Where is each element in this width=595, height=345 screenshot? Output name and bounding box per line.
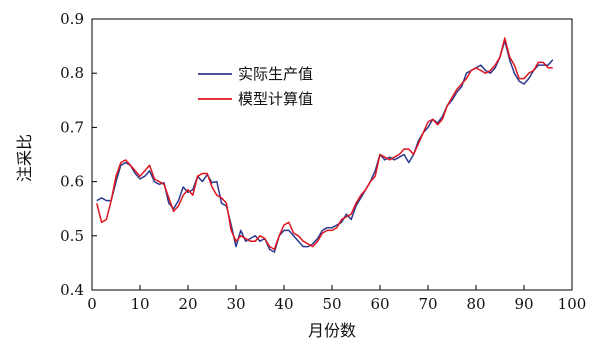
x-tick-label: 20 (178, 295, 197, 313)
y-tick-label: 0.8 (60, 64, 84, 82)
y-tick-label: 0.4 (60, 281, 84, 299)
x-tick-label: 50 (322, 295, 341, 313)
series-line-2 (96, 37, 553, 251)
y-tick-label: 0.6 (60, 173, 84, 191)
legend-label-2: 模型计算值 (238, 90, 313, 108)
series-lines (96, 37, 554, 253)
x-tick-label: 90 (514, 295, 533, 313)
y-tick-label: 0.5 (60, 227, 84, 245)
x-tick-label: 70 (418, 295, 437, 313)
x-tick-label: 0 (87, 295, 97, 313)
y-tick-label: 0.9 (60, 10, 84, 28)
x-tick-label: 10 (130, 295, 149, 313)
x-tick-label: 100 (558, 295, 587, 313)
x-tick-label: 60 (370, 295, 389, 313)
plot-frame (91, 18, 573, 291)
y-axis-label: 注采比 (15, 134, 34, 182)
legend-label-1: 实际生产值 (238, 65, 313, 83)
x-axis-label: 月份数 (308, 321, 356, 340)
axes: 0 10 20 30 40 50 60 70 80 90 100 0.4 0.5 0.6 0.7 0.8 0.9 (60, 10, 586, 313)
y-tick-label: 0.7 (60, 118, 84, 136)
x-tick-label: 80 (466, 295, 485, 313)
x-tick-label: 40 (274, 295, 293, 313)
x-tick-label: 30 (226, 295, 245, 313)
